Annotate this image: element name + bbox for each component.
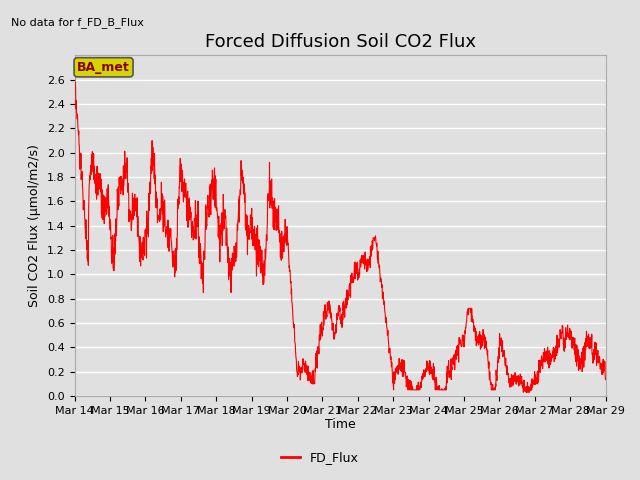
Y-axis label: Soil CO2 Flux (μmol/m2/s): Soil CO2 Flux (μmol/m2/s) [28, 144, 42, 307]
Legend: FD_Flux: FD_Flux [276, 446, 364, 469]
X-axis label: Time: Time [324, 419, 355, 432]
Text: BA_met: BA_met [77, 61, 130, 74]
Title: Forced Diffusion Soil CO2 Flux: Forced Diffusion Soil CO2 Flux [205, 33, 476, 51]
Text: No data for f_FD_B_Flux: No data for f_FD_B_Flux [11, 17, 143, 28]
